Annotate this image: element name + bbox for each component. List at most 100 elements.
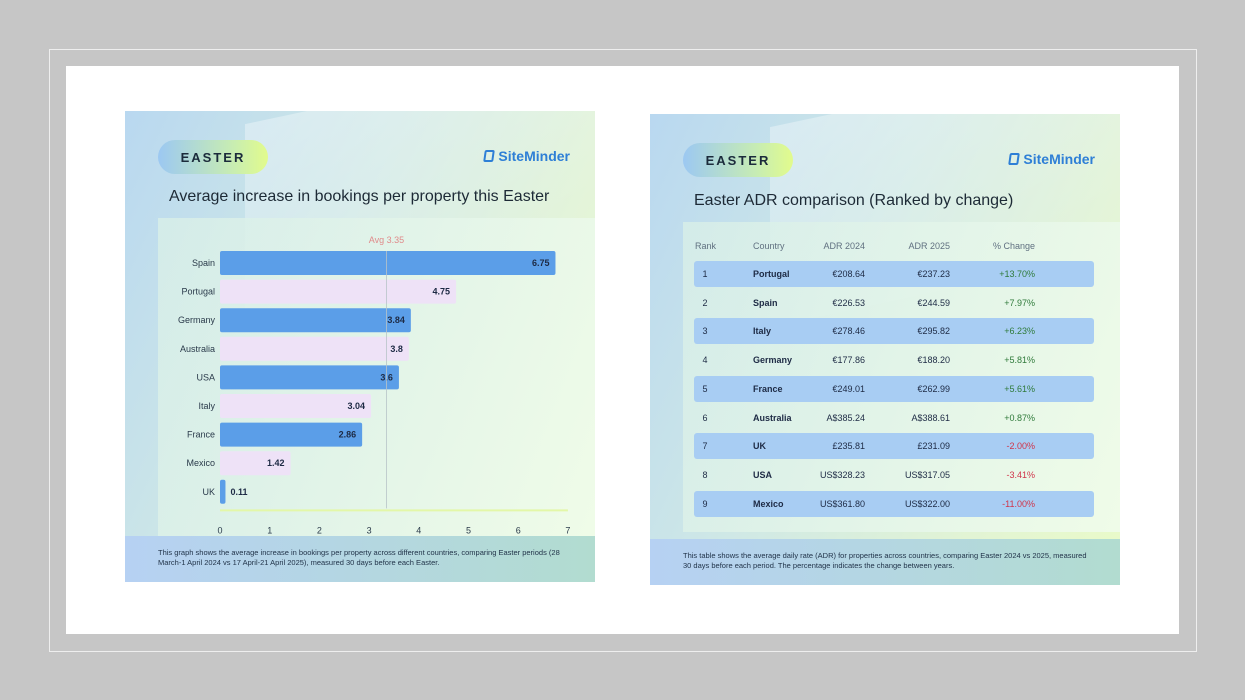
average-label: Avg 3.35 bbox=[369, 235, 404, 245]
table-row: 3 Italy €278.46 €295.82 +6.23% bbox=[694, 318, 1094, 345]
category-label: France bbox=[187, 430, 215, 440]
category-label: USA bbox=[196, 372, 215, 382]
rank-cell: 5 bbox=[702, 383, 708, 394]
value-label: 3.8 bbox=[390, 344, 403, 354]
change-cell: -2.00% bbox=[1006, 441, 1035, 452]
siteminder-logo-icon bbox=[483, 150, 496, 162]
country-cell: UK bbox=[753, 441, 766, 452]
category-label: Australia bbox=[180, 344, 215, 354]
table-row: 6 Australia A$385.24 A$388.61 +0.87% bbox=[694, 405, 1094, 431]
adr-2024-cell: €278.46 bbox=[832, 326, 865, 337]
table-row: 5 France €249.01 €262.99 +5.61% bbox=[694, 375, 1094, 402]
country-cell: Germany bbox=[753, 355, 793, 366]
bar-australia bbox=[220, 336, 409, 361]
table-title: Easter ADR comparison (Ranked by change) bbox=[694, 192, 1014, 209]
change-cell: +6.23% bbox=[1004, 326, 1035, 337]
country-cell: Portugal bbox=[753, 269, 790, 279]
bookings-chart-card: EASTER SiteMinder Average increase in bo… bbox=[125, 111, 595, 582]
change-cell: +5.81% bbox=[1004, 355, 1035, 366]
adr-2024-cell: €249.01 bbox=[832, 383, 865, 394]
country-cell: Spain bbox=[753, 297, 778, 308]
x-tick-label: 6 bbox=[516, 525, 521, 535]
column-header: Rank bbox=[695, 241, 717, 251]
adr-2024-cell: US$361.80 bbox=[819, 498, 865, 509]
column-header: ADR 2025 bbox=[908, 241, 950, 251]
adr-2024-cell: £235.81 bbox=[832, 441, 865, 452]
table-footnote: This table shows the average daily rate … bbox=[650, 539, 1120, 585]
value-label: 6.75 bbox=[532, 258, 550, 268]
x-tick-label: 3 bbox=[367, 525, 372, 535]
rank-cell: 1 bbox=[702, 269, 708, 279]
adr-2024-cell: €208.64 bbox=[832, 269, 865, 279]
easter-badge: EASTER bbox=[683, 143, 793, 177]
adr-2025-cell: €295.82 bbox=[917, 326, 950, 337]
adr-2025-cell: €262.99 bbox=[917, 383, 950, 394]
adr-2025-cell: US$322.00 bbox=[904, 498, 950, 509]
change-cell: +7.97% bbox=[1004, 297, 1035, 308]
country-cell: Mexico bbox=[753, 498, 784, 509]
country-cell: France bbox=[753, 383, 783, 394]
adr-2024-cell: €177.86 bbox=[832, 355, 865, 366]
x-tick-label: 2 bbox=[317, 525, 322, 535]
value-label: 4.75 bbox=[433, 287, 451, 297]
rank-cell: 6 bbox=[702, 412, 708, 423]
change-cell: -3.41% bbox=[1006, 469, 1035, 480]
bar-italy bbox=[220, 394, 372, 418]
easter-badge: EASTER bbox=[158, 140, 268, 174]
adr-2025-cell: €188.20 bbox=[917, 355, 950, 366]
adr-2025-cell: US$317.05 bbox=[904, 469, 950, 480]
adr-2025-cell: €244.59 bbox=[917, 297, 950, 308]
x-tick-label: 5 bbox=[466, 525, 471, 535]
country-cell: USA bbox=[753, 469, 773, 480]
logo-text: SiteMinder bbox=[1023, 151, 1095, 167]
table-header: Rank Country ADR 2024 ADR 2025 % Change bbox=[694, 233, 1094, 259]
change-cell: -11.00% bbox=[1002, 498, 1035, 509]
x-tick-label: 7 bbox=[565, 525, 570, 535]
category-label: Portugal bbox=[181, 287, 215, 297]
rank-cell: 9 bbox=[702, 498, 708, 509]
adr-2024-cell: A$385.24 bbox=[826, 412, 865, 423]
adr-table-card: EASTER SiteMinder Easter ADR comparison … bbox=[650, 114, 1120, 585]
change-cell: +13.70% bbox=[999, 269, 1035, 279]
rank-cell: 7 bbox=[702, 441, 708, 452]
bar-usa bbox=[220, 365, 399, 390]
bar-mexico bbox=[220, 451, 291, 476]
x-tick-label: 1 bbox=[267, 525, 272, 535]
category-label: UK bbox=[202, 487, 215, 497]
rank-cell: 2 bbox=[702, 297, 708, 308]
chart-title: Average increase in bookings per propert… bbox=[169, 188, 550, 205]
category-label: Mexico bbox=[186, 458, 215, 468]
table-row: 2 Spain €226.53 €244.59 +7.97% bbox=[694, 290, 1094, 316]
change-cell: +5.61% bbox=[1004, 383, 1035, 394]
bar-france bbox=[220, 422, 363, 447]
adr-2024-cell: €226.53 bbox=[832, 297, 865, 308]
rank-cell: 8 bbox=[702, 469, 708, 480]
adr-2024-cell: US$328.23 bbox=[819, 469, 865, 480]
table-row: 8 USA US$328.23 US$317.05 -3.41% bbox=[694, 462, 1094, 488]
rank-cell: 3 bbox=[702, 326, 708, 337]
siteminder-logo: SiteMinder bbox=[483, 148, 570, 164]
adr-2025-cell: €237.23 bbox=[917, 269, 950, 279]
siteminder-logo: SiteMinder bbox=[1008, 151, 1095, 167]
value-label: 1.42 bbox=[267, 458, 285, 468]
bar-portugal bbox=[220, 279, 457, 304]
table-row: 4 Germany €177.86 €188.20 +5.81% bbox=[694, 347, 1094, 373]
country-cell: Italy bbox=[753, 326, 772, 337]
x-tick-label: 4 bbox=[416, 525, 421, 535]
column-header: Country bbox=[753, 241, 785, 251]
table-row: 1 Portugal €208.64 €237.23 +13.70% bbox=[694, 261, 1094, 287]
country-cell: Australia bbox=[753, 412, 792, 423]
x-tick-label: 0 bbox=[217, 525, 222, 535]
table-row: 7 UK £235.81 £231.09 -2.00% bbox=[694, 433, 1094, 460]
table-row: 9 Mexico US$361.80 US$322.00 -11.00% bbox=[694, 490, 1094, 517]
siteminder-logo-icon bbox=[1008, 153, 1021, 165]
column-header: ADR 2024 bbox=[823, 241, 865, 251]
value-label: 2.86 bbox=[339, 430, 357, 440]
value-label: 3.84 bbox=[387, 315, 405, 325]
bar-uk bbox=[220, 479, 226, 504]
category-label: Germany bbox=[178, 315, 216, 325]
value-label: 0.11 bbox=[230, 487, 247, 497]
rank-cell: 4 bbox=[702, 355, 708, 366]
viewer-frame bbox=[49, 49, 1197, 652]
